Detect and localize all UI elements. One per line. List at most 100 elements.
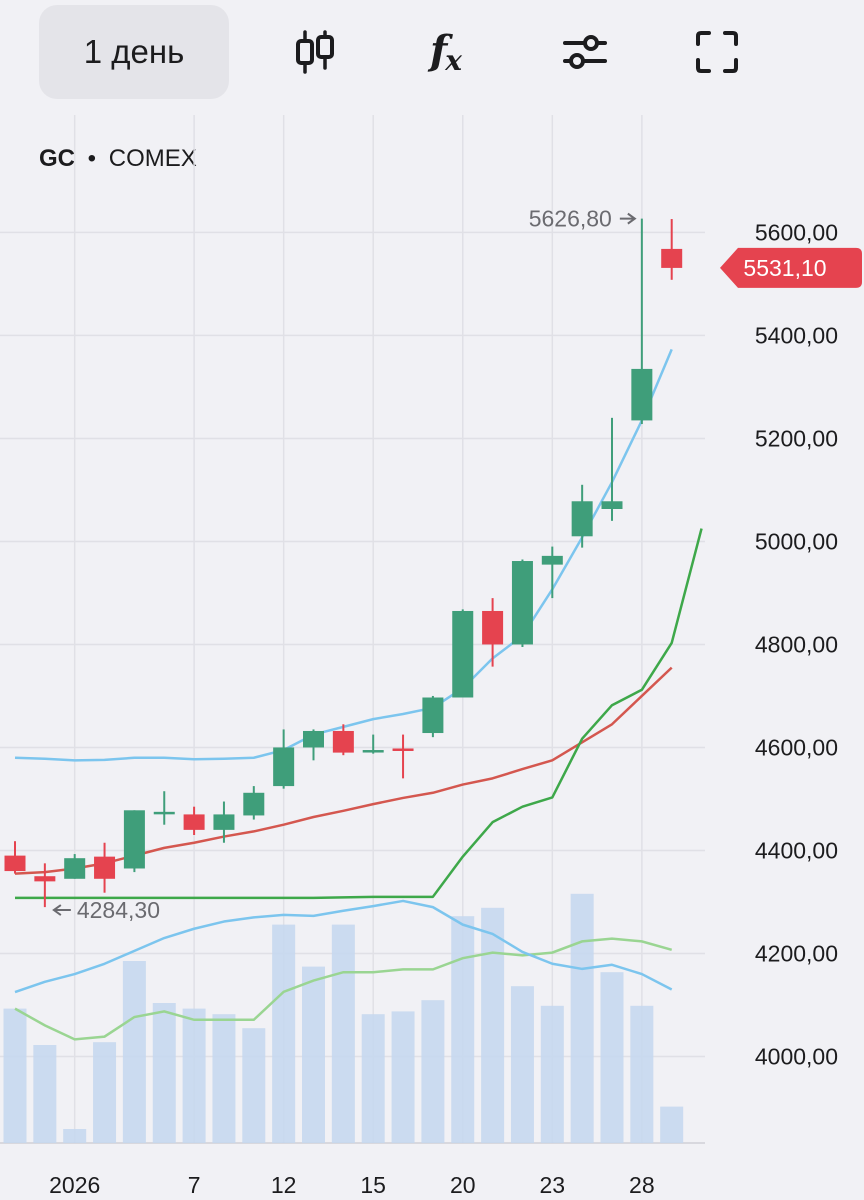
candle-body [273,747,295,787]
price-chart[interactable]: 5626,80 4284,30 5600,00 5400,00 5200,00 5000,… [0,110,864,1200]
candle [571,484,593,548]
candle [631,218,653,425]
candle-body [482,610,504,645]
candle [541,546,563,599]
candle-body [541,555,563,565]
candle-body [392,748,414,751]
indicators-button[interactable]: fx [405,5,485,99]
volume-bar [421,1000,445,1143]
candle-body [661,248,683,268]
volume-bar [302,966,325,1143]
chart-type-button[interactable] [275,5,355,99]
candle-body [123,810,145,869]
fullscreen-button[interactable] [677,5,757,99]
period-button[interactable]: 1 день [39,5,229,99]
candles [4,218,683,908]
y-tick-label: 5600,00 [755,219,838,245]
candle [661,219,683,280]
candle-body [452,610,474,698]
candle-body [183,814,205,830]
candle-body [64,858,86,879]
candle [332,724,354,756]
candle [303,729,324,761]
candle [64,854,86,879]
candle [273,729,295,789]
candle [34,863,56,908]
moving-average-green-line [15,528,703,900]
low-price-label: 4284,30 [77,897,160,923]
high-price-label: 5626,80 [529,206,612,232]
fullscreen-icon [696,31,738,73]
candle-body [34,876,56,882]
x-tick-label: 2026 [49,1172,100,1198]
candle [4,841,26,874]
y-tick-label: 5400,00 [755,322,838,348]
fx-icon: fx [430,27,462,77]
candle [183,806,205,836]
ticker: GC [39,145,75,172]
y-axis: 5600,00 5400,00 5200,00 5000,00 4800,00 4600,… [755,219,838,1069]
candle-body [243,792,265,816]
candle [601,417,623,521]
x-tick-label: 20 [450,1172,476,1198]
volume-bar [510,986,534,1143]
volume-ma-line [14,937,673,1041]
volume-bar [33,1045,57,1143]
last-price-label: 5531,10 [743,255,826,281]
volume-bar [63,1129,87,1143]
candle [422,695,444,738]
volume-bar [481,907,505,1143]
candle-body [422,697,444,734]
symbol-separator: • [87,145,97,172]
y-tick-label: 4800,00 [755,631,838,657]
low-arrow-head-icon [52,904,62,916]
candle-body [362,750,384,753]
candle [213,801,235,843]
volume-bar [152,1003,176,1143]
candle [362,734,384,754]
x-tick-label: 7 [188,1172,201,1198]
candle-body [94,856,116,879]
candle-body [213,814,235,830]
symbol-label: GC • COMEX [39,145,197,173]
x-tick-label: 23 [540,1172,566,1198]
candle-body [303,730,324,748]
y-tick-label: 5200,00 [755,425,838,451]
y-tick-label: 5000,00 [755,528,838,554]
candle-body [631,368,653,421]
volume-bar [93,1042,117,1143]
moving-average-red-line [14,666,673,875]
candle [452,609,474,698]
candle [153,791,175,825]
volume-bar [540,1005,564,1143]
grid [0,115,705,1144]
volume-bar [361,1014,385,1143]
candle [511,559,533,648]
candle [243,786,265,820]
volume-bar [182,1008,206,1143]
candles-icon [296,30,334,74]
candle-body [153,811,175,815]
volume-bar [600,972,624,1143]
volume-bar [451,916,475,1143]
candle [392,734,414,779]
y-tick-label: 4000,00 [755,1043,838,1069]
x-tick-label: 15 [360,1172,386,1198]
x-axis: 2026 7 12 15 20 23 28 [49,1172,655,1198]
settings-button[interactable] [545,5,625,99]
volume-bars [3,893,684,1143]
candle-body [511,561,533,645]
candle-body [571,501,593,537]
volume-bar [242,1028,266,1143]
y-tick-label: 4400,00 [755,837,838,863]
volume-bar [660,1106,684,1143]
volume-bar [570,893,594,1143]
candle [123,810,145,873]
candle-body [601,501,623,509]
volume-bar [630,1005,654,1143]
volume-bar [391,1011,415,1143]
candle-body [4,855,26,872]
volume-bar [3,1008,27,1143]
chart-toolbar: 1 день fx [0,0,864,110]
candle [94,842,116,893]
